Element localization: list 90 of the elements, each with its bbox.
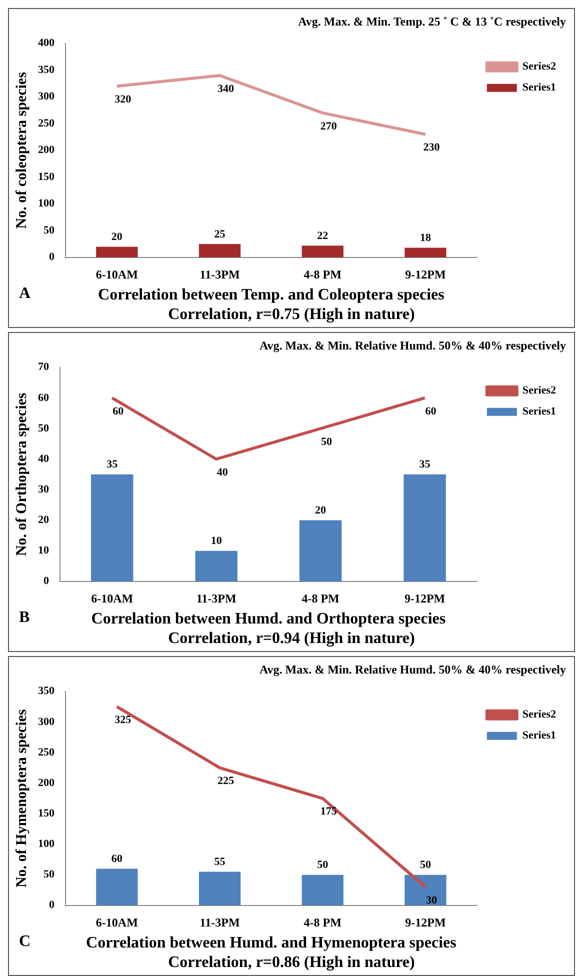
y-tick-label: 200: [38, 144, 55, 156]
data-label: 30: [426, 894, 438, 906]
y-tick-label: 20: [38, 514, 50, 526]
data-label: 340: [218, 82, 235, 95]
y-tick-label: 50: [38, 422, 50, 434]
y-tick-label: 60: [38, 392, 50, 404]
chart-title: Avg. Max. & Min. Relative Humd. 50% & 40% respectively: [259, 662, 566, 676]
data-label: 35: [419, 458, 431, 471]
bar: [404, 874, 446, 906]
legend-label: Series2: [522, 60, 556, 73]
y-tick-label: 150: [38, 170, 55, 183]
y-tick-label: 50: [44, 868, 55, 881]
data-label: 10: [210, 535, 222, 548]
y-tick-label: 150: [38, 808, 55, 820]
text: Correlation, r=0.86 (High in nature): [167, 953, 416, 973]
legend-label: Series2: [522, 708, 556, 721]
y-tick-label: 300: [38, 90, 55, 103]
data-label: 18: [420, 232, 432, 244]
y-tick-label: 40: [38, 452, 50, 465]
legend-label: Series1: [522, 730, 556, 742]
bar: [91, 474, 134, 582]
data-label: 60: [425, 405, 437, 418]
y-axis-title: No. of Orthoptera species: [14, 392, 30, 556]
y-axis-title: No. of Hymenoptera species: [14, 709, 30, 888]
data-label: 60: [111, 853, 123, 866]
x-tick-label: 9-12PM: [405, 916, 446, 930]
x-tick-label: 4-8 PM: [302, 592, 340, 606]
text: C: [19, 933, 31, 951]
bar: [302, 874, 344, 906]
y-tick-label: 0: [49, 899, 55, 912]
x-tick-label: 11-3PM: [196, 592, 236, 606]
y-tick-label: 350: [38, 64, 55, 76]
y-tick-label: 200: [38, 776, 55, 789]
data-label: 50: [321, 436, 333, 448]
y-tick-label: 0: [49, 251, 55, 264]
bar: [195, 550, 238, 582]
text: Correlation, r=0.94 (High in nature): [167, 629, 416, 649]
x-tick-label: 6-10AM: [96, 268, 138, 282]
data-label: 55: [214, 856, 226, 868]
legend-label: Series2: [522, 384, 556, 397]
y-tick-label: 250: [38, 117, 55, 130]
y-tick-label: 30: [38, 484, 50, 496]
y-tick-label: 100: [38, 198, 55, 210]
text: A: [19, 285, 31, 303]
data-label: 25: [214, 228, 226, 240]
data-label: 270: [320, 120, 338, 132]
data-label: 325: [114, 714, 132, 726]
data-label: 35: [106, 458, 118, 471]
x-tick-label: 11-3PM: [200, 268, 240, 282]
legend-label: Series1: [522, 406, 556, 418]
y-tick-label: 50: [44, 224, 55, 236]
bar: [404, 474, 446, 582]
text: Correlation, r=0.75 (High in nature): [167, 305, 416, 325]
y-tick-label: 300: [38, 716, 55, 728]
x-tick-label: 11-3PM: [200, 916, 240, 930]
data-label: 50: [420, 859, 432, 872]
legend-label: Series1: [522, 82, 556, 94]
data-label: 22: [317, 230, 329, 242]
bar: [96, 868, 138, 906]
data-label: 320: [114, 94, 132, 106]
x-axis-title: Correlation between Temp. and Coleoptera species: [98, 286, 444, 304]
x-axis-title: Correlation between Humd. and Orthoptera species: [91, 610, 446, 628]
y-tick-label: 70: [38, 361, 50, 374]
data-label: 50: [317, 859, 329, 872]
text: B: [19, 609, 30, 627]
bar: [299, 520, 342, 582]
y-tick-label: 250: [38, 746, 55, 758]
x-tick-label: 4-8 PM: [304, 268, 342, 282]
data-label: 175: [320, 806, 338, 818]
y-tick-label: 100: [38, 838, 55, 850]
chart-title: Avg. Max. & Min. Temp. 25 ˚ C & 13 ˚C respectively: [298, 14, 566, 28]
x-tick-label: 6-10AM: [96, 916, 138, 930]
x-axis-title: Correlation between Humd. and Hymenoptera species: [86, 934, 456, 952]
data-label: 40: [216, 466, 228, 478]
x-tick-label: 6-10AM: [91, 592, 134, 606]
x-tick-label: 9-12PM: [405, 268, 446, 282]
x-tick-label: 4-8 PM: [304, 916, 342, 930]
data-label: 20: [111, 231, 123, 244]
y-axis-title: No. of coleoptera species: [14, 72, 30, 229]
chart-title: Avg. Max. & Min. Relative Humd. 50% & 40% respectively: [259, 338, 566, 352]
y-tick-label: 350: [38, 685, 55, 698]
y-tick-label: 400: [38, 37, 55, 50]
y-tick-label: 0: [44, 575, 50, 588]
x-tick-label: 9-12PM: [404, 592, 446, 606]
data-label: 230: [423, 142, 440, 154]
y-tick-label: 10: [38, 544, 50, 557]
data-label: 20: [315, 504, 327, 517]
data-label: 225: [218, 775, 235, 788]
bar: [198, 872, 241, 906]
data-label: 60: [112, 405, 124, 418]
